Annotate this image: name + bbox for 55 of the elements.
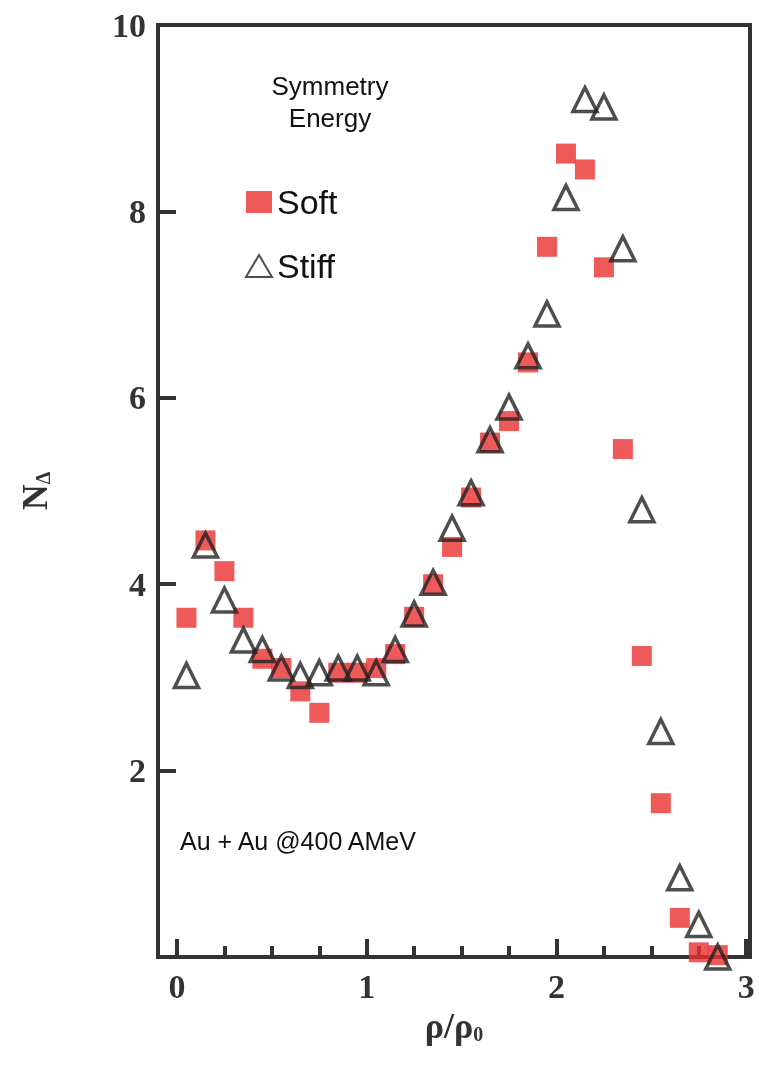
point: [514, 342, 542, 370]
legend-label: Stiff: [277, 247, 336, 285]
point: [593, 257, 614, 278]
point: [380, 633, 410, 664]
point: [210, 586, 239, 614]
point: [536, 236, 557, 257]
y-tick-label: 8: [129, 192, 146, 230]
y-tick-label: 2: [129, 752, 146, 790]
x-tick-label: 1: [358, 967, 376, 1005]
point: [650, 793, 671, 814]
x-tick-label: 0: [168, 967, 186, 1005]
legend-title: Symmetry Energy: [271, 71, 389, 133]
point: [533, 300, 561, 328]
y-axis-title: NΔ: [15, 471, 55, 511]
y-tick-label: 10: [112, 6, 146, 44]
y-tick-label: 4: [129, 565, 146, 603]
point: [309, 702, 330, 723]
point: [324, 654, 353, 682]
point: [684, 908, 714, 939]
point: [400, 600, 428, 628]
point: [343, 654, 371, 682]
point: [285, 659, 315, 690]
point: [191, 531, 220, 559]
point: [437, 512, 467, 543]
point: [669, 907, 690, 928]
point: [612, 439, 633, 460]
x-tick-label: 2: [547, 967, 565, 1005]
point: [418, 566, 448, 597]
point: [570, 83, 600, 114]
point: [703, 943, 732, 971]
point: [475, 423, 505, 454]
y-tick-label: 6: [129, 379, 146, 417]
point: [551, 181, 581, 212]
point: [495, 393, 523, 421]
legend-label: Soft: [277, 183, 339, 221]
point: [646, 715, 676, 746]
point: [361, 656, 391, 687]
x-tick-label: 3: [737, 967, 755, 1005]
point: [457, 479, 485, 507]
point: [214, 561, 235, 582]
x-axis-title: ρ/ρ0: [424, 1005, 484, 1046]
point: [304, 656, 334, 687]
point: [171, 659, 202, 690]
point: [631, 645, 652, 666]
point: [590, 93, 618, 121]
annotation: Au + Au @400 AMeV: [180, 826, 417, 855]
point: [233, 607, 254, 628]
point: [574, 159, 595, 180]
point: [176, 607, 197, 628]
point: [627, 493, 657, 524]
point: [229, 626, 258, 654]
point: [608, 232, 638, 263]
point: [555, 143, 576, 164]
point: [688, 942, 709, 963]
point: [247, 633, 277, 664]
